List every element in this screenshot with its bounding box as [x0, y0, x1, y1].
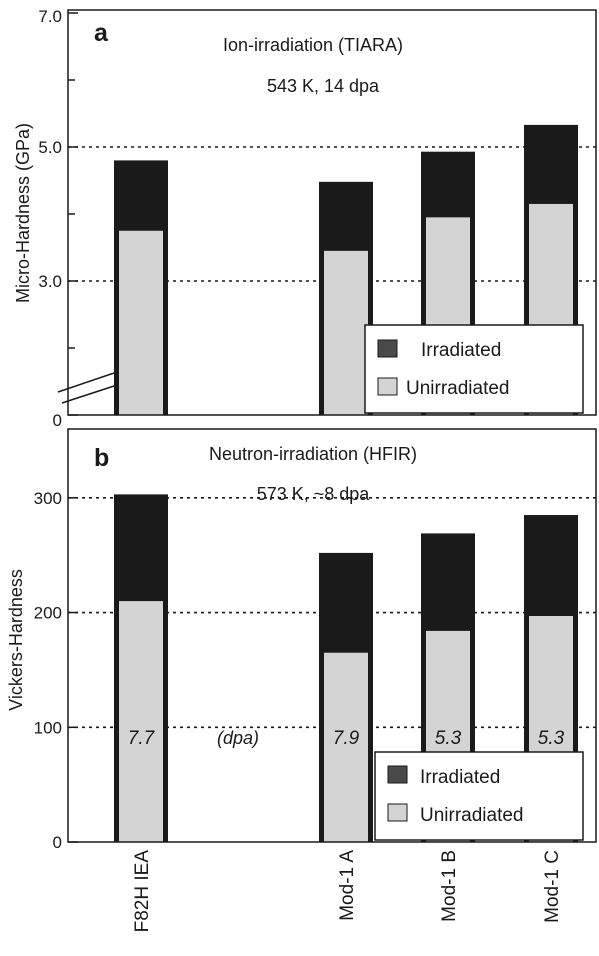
panel-a-legend-label-irradiated: Irradiated [421, 340, 501, 361]
panel-a-y-tick-label-3-0: 3.0 [38, 272, 62, 291]
panel-a-bar-unirradiated-f82h-iea [119, 230, 163, 415]
panel-b-legend-swatch-irradiated [387, 765, 408, 784]
panel-b-bar-unirradiated-f82h-iea [119, 601, 163, 842]
panel-a-y-tick-label-7-0: 7.0 [38, 7, 62, 26]
panel-b-frame [67, 428, 597, 843]
panel-b-legend-label-irradiated: Irradiated [420, 767, 500, 788]
panel-a-y-tick-label-0: 0 [53, 411, 62, 430]
panel-a-axis-break [57, 372, 115, 404]
panel-b-letter: b [94, 444, 109, 472]
panel-b-legend-box [374, 751, 584, 841]
panel-a-legend-label-unirradiated: Unirradiated [406, 378, 510, 399]
panel-a-legend: Irradiated Unirradiated [364, 324, 584, 414]
panel-a-y-ticks: 0 3.0 5.0 7.0 [38, 7, 78, 430]
panel-b-y-tick-label-100: 100 [34, 718, 62, 737]
panel-b-y-axis-label: Vickers-Hardness [6, 569, 26, 711]
panel-b: 7.7 7.9 5.3 5.3 0 100 200 300 b Neutron-irradi… [6, 428, 597, 933]
panel-b-y-ticks: 0 100 200 300 [34, 489, 78, 852]
panel-b-title: Neutron-irradiation (HFIR) [209, 444, 417, 464]
panel-b-subtitle: 573 K, ~8 dpa [257, 484, 371, 504]
panel-b-dpa-label-mod-1-c: 5.3 [538, 728, 565, 749]
panel-b-dpa-label-mod-1-a: 7.9 [333, 728, 360, 749]
panel-b-y-tick-label-300: 300 [34, 489, 62, 508]
panel-b-y-tick-label-0: 0 [53, 833, 62, 852]
panel-a-legend-swatch-unirradiated [377, 377, 398, 396]
panel-a: 0 3.0 5.0 7.0 a Ion-irradiation (TIARA) 543… [13, 7, 597, 430]
panel-b-bar-unirradiated-mod-1-a [324, 652, 368, 842]
panel-b-dpa-label-f82h-iea: 7.7 [128, 728, 156, 749]
panel-a-title: Ion-irradiation (TIARA) [223, 35, 403, 55]
x-tick-label-mod-1-b: Mod-1 B [439, 850, 460, 922]
panel-a-subtitle: 543 K, 14 dpa [267, 76, 380, 96]
panel-a-frame [67, 9, 597, 416]
panel-b-x-tick-labels: F82H IEA Mod-1 A Mod-1 B Mod-1 C [132, 850, 563, 933]
panel-b-y-tick-label-200: 200 [34, 604, 62, 623]
panel-a-legend-box [364, 324, 584, 414]
panel-b-legend-swatch-unirradiated [387, 803, 408, 822]
panel-b-legend: Irradiated Unirradiated [374, 751, 584, 841]
x-tick-label-mod-1-c: Mod-1 C [542, 850, 563, 923]
panel-b-dpa-caption: (dpa) [217, 728, 259, 748]
panel-a-y-axis-label: Micro-Hardness (GPa) [13, 123, 33, 303]
panel-a-legend-swatch-irradiated [377, 339, 398, 358]
panel-b-legend-label-unirradiated: Unirradiated [420, 805, 524, 826]
panel-b-dpa-labels: 7.7 7.9 5.3 5.3 [128, 728, 565, 749]
x-tick-label-f82h-iea: F82H IEA [132, 850, 153, 933]
panel-a-bar-unirradiated-mod-1-a [324, 250, 368, 415]
panel-a-letter: a [94, 19, 109, 47]
panel-a-y-tick-label-5-0: 5.0 [38, 138, 62, 157]
x-tick-label-mod-1-a: Mod-1 A [337, 850, 358, 921]
panel-b-dpa-label-mod-1-b: 5.3 [435, 728, 462, 749]
